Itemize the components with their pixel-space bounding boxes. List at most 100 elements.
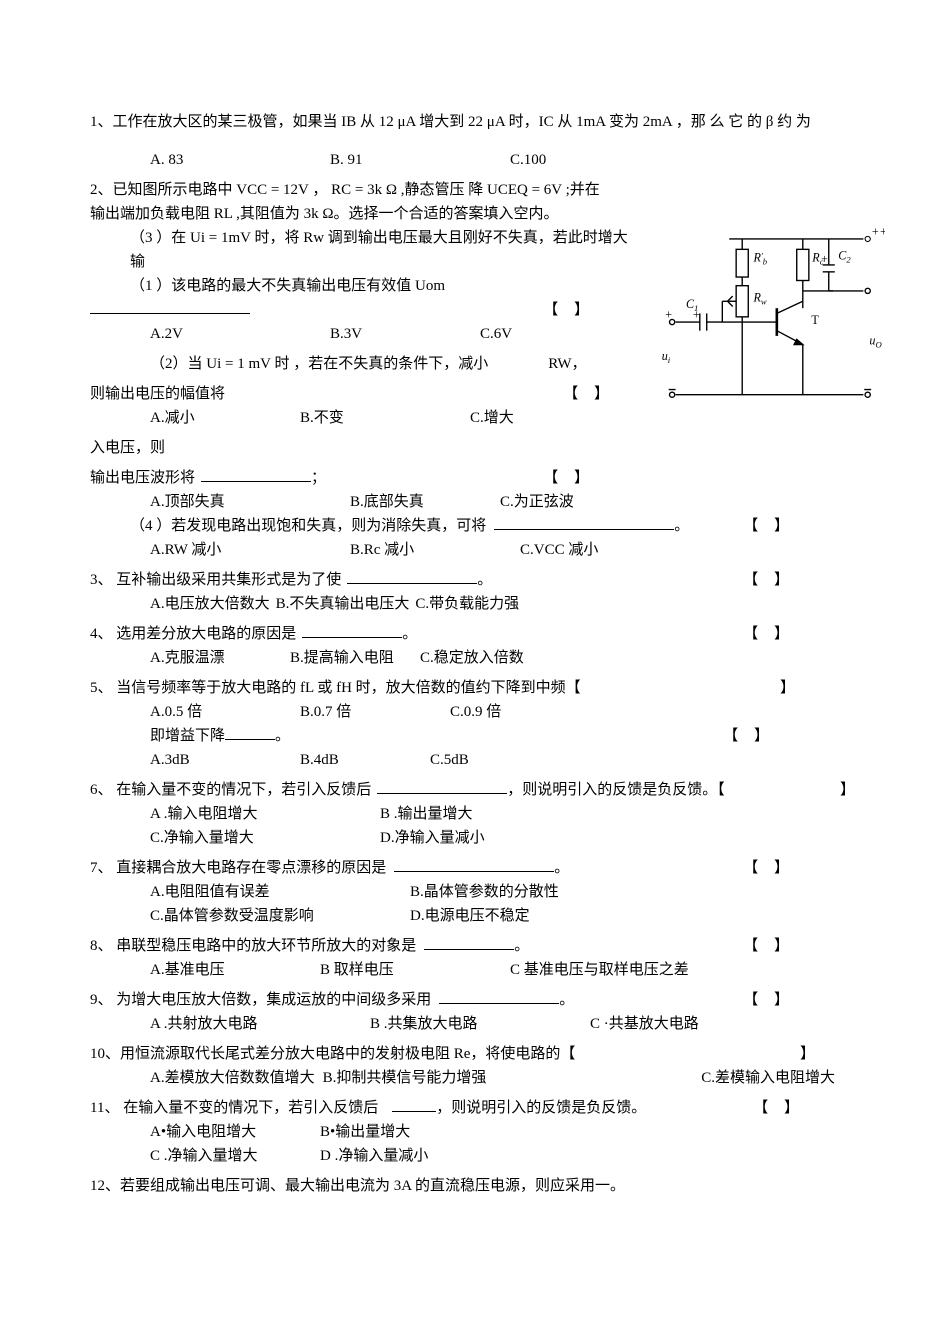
blank xyxy=(201,466,311,482)
q5-2-c: C.5dB xyxy=(430,748,469,772)
q4-opts: A.克服温漂 B.提高输入电阻 C.稳定放入倍数 xyxy=(90,646,855,670)
svg-text:uO: uO xyxy=(869,334,882,350)
q4-c: C.稳定放入倍数 xyxy=(420,646,524,670)
q4-b: B.提高输入电阻 xyxy=(290,646,420,670)
blank xyxy=(392,1096,436,1112)
svg-text:C2: C2 xyxy=(838,249,851,265)
q6-a: A .输入电阻增大 xyxy=(150,802,380,826)
q8-opts: A.基准电压 B 取样电压 C 基准电压与取样电压之差 xyxy=(90,958,855,982)
q2-opts3: A.顶部失真 B.底部失真 C.为正弦波 xyxy=(90,490,855,514)
q5-stem: 5、 当信号频率等于放大电路的 fL 或 fH 时，放大倍数的值约下降到中频【 xyxy=(90,676,581,700)
q6-d: D.净输入量减小 xyxy=(380,826,485,850)
q1-opt-c: C.100 xyxy=(510,148,690,172)
q2-4-c: C.VCC 减小 xyxy=(520,538,598,562)
q2-sub2c: 则输出电压的幅值将 xyxy=(90,382,225,406)
blank xyxy=(377,778,507,794)
q2-sub2a: （2）当 Ui = 1 mV 时 ，若在不失真的条件下，减小 xyxy=(150,352,488,376)
exam-page: ++VCC R′b Rc C2 Rw C1 T ui uO + + + 1、工作… xyxy=(0,0,945,1258)
blank xyxy=(90,298,250,314)
q2-stem: 2、已知图所示电路中 VCC = 12V ， RC = 3k Ω ,静态管压 降… xyxy=(90,178,610,226)
q2-1-b: B.3V xyxy=(330,322,480,346)
q11-c: C .净输入量增大 xyxy=(150,1144,320,1168)
svg-text:R′b: R′b xyxy=(752,250,767,266)
q7-a: A.电阻阻值有误差 xyxy=(150,880,410,904)
q6-stem: 6、 在输入量不变的情况下，若引入反馈后 xyxy=(90,778,371,802)
q3-b: B.不失真输出电压大 xyxy=(276,592,410,616)
svg-text:++VCC: ++VCC xyxy=(871,225,885,241)
answer-bracket: 【 】 xyxy=(753,1096,805,1120)
q3-stem: 3、 互补输出级采用共集形式是为了使 xyxy=(90,568,341,592)
q2-3-a: A.顶部失真 xyxy=(150,490,350,514)
q1-options: A. 83 B. 91 C.100 xyxy=(90,148,855,172)
q5-1-b: B.0.7 倍 xyxy=(300,700,450,724)
q6-opts-row2: C.净输入量增大 D.净输入量减小 xyxy=(90,826,855,850)
blank xyxy=(347,568,477,584)
q10-b: B.抑制共模信号能力增强 xyxy=(323,1066,487,1090)
q9-b: B .共集放大电路 xyxy=(370,1012,590,1036)
q11-opts-row1: A•输入电阻增大 B•输出量增大 xyxy=(90,1120,855,1144)
q10-stem: 10、用恒流源取代长尾式差分放大电路中的发射极电阻 Re，将使电路的【 xyxy=(90,1042,575,1066)
answer-bracket: 【 】 xyxy=(543,466,595,490)
q10-a: A.差模放大倍数数值增大 xyxy=(150,1066,315,1090)
q3-c: C.带负载能力强 xyxy=(415,592,519,616)
q9-a: A .共射放大电路 xyxy=(150,1012,370,1036)
blank xyxy=(302,622,402,638)
q2-1-a: A.2V xyxy=(150,322,330,346)
q7-d: D.电源电压不稳定 xyxy=(410,904,530,928)
q5-2-b: B.4dB xyxy=(300,748,430,772)
answer-bracket: 【 】 xyxy=(543,298,595,322)
blank xyxy=(439,988,559,1004)
q2-4-a: A.RW 减小 xyxy=(150,538,350,562)
blank xyxy=(394,856,554,872)
svg-text:+: + xyxy=(693,308,700,322)
q8-b: B 取样电压 xyxy=(320,958,510,982)
blank xyxy=(494,514,674,530)
q11-a: A•输入电阻增大 xyxy=(150,1120,320,1144)
q2-sub3a: （3 ）在 Ui = 1mV 时，将 Rw 调到输出电压最大且刚好不失真，若此时… xyxy=(90,226,630,274)
q1-stem: 1、工作在放大区的某三极管，如果当 IB 从 12 μA 增大到 22 μA 时… xyxy=(90,110,855,134)
q7-opts-row2: C.晶体管参数受温度影响 D.电源电压不稳定 xyxy=(90,904,855,928)
q5-1-a: A.0.5 倍 xyxy=(150,700,300,724)
q3-opts: A.电压放大倍数大 B.不失真输出电压大 C.带负载能力强 xyxy=(90,592,855,616)
q5-1-c: C.0.9 倍 xyxy=(450,700,501,724)
answer-bracket: 【 】 xyxy=(743,934,795,958)
q10-opts: A.差模放大倍数数值增大 B.抑制共模信号能力增强 C.差模输入电阻增大 xyxy=(90,1066,855,1090)
q2-3-b: B.底部失真 xyxy=(350,490,500,514)
answer-bracket: 【 】 xyxy=(563,382,615,406)
svg-text:Rw: Rw xyxy=(752,290,766,306)
q2-sub4: （4 ）若发现电路出现饱和失真，则为消除失真，可将 xyxy=(130,514,486,538)
q4-stem: 4、 选用差分放大电路的原因是 xyxy=(90,622,296,646)
q2-1-c: C.6V xyxy=(480,322,512,346)
q1-opt-b: B. 91 xyxy=(330,148,510,172)
answer-bracket: 【 】 xyxy=(743,856,795,880)
q2-opts4: A.RW 减小 B.Rc 减小 C.VCC 减小 xyxy=(90,538,855,562)
q2-2-b: B.不变 xyxy=(300,406,470,430)
q2-sub3b: 入电压，则 xyxy=(90,436,855,460)
q10-c: C.差模输入电阻增大 xyxy=(701,1066,835,1090)
q2-sub3d: ； xyxy=(311,466,326,490)
q2-2-a: A.减小 xyxy=(150,406,300,430)
answer-bracket: 【 】 xyxy=(743,988,795,1012)
blank xyxy=(424,934,514,950)
q2-sub2b: RW， xyxy=(548,352,586,376)
q2-4-b: B.Rc 减小 xyxy=(350,538,520,562)
close-bracket: 】 xyxy=(800,1042,815,1066)
q6-b: B .输出量增大 xyxy=(380,802,473,826)
answer-bracket: 【 】 xyxy=(743,568,795,592)
answer-bracket: 【 】 xyxy=(723,724,775,748)
svg-text:T: T xyxy=(811,313,819,327)
svg-text:ui: ui xyxy=(662,349,671,365)
q6-opts-row1: A .输入电阻增大 B .输出量增大 xyxy=(90,802,855,826)
q2-2-c: C.增大 xyxy=(470,406,514,430)
q9-c: C ·共基放大电路 xyxy=(590,1012,699,1036)
q8-a: A.基准电压 xyxy=(150,958,320,982)
q11-b: B•输出量增大 xyxy=(320,1120,410,1144)
q1-opt-a: A. 83 xyxy=(150,148,330,172)
q5-2-a: A.3dB xyxy=(150,748,300,772)
q7-stem: 7、 直接耦合放大电路存在零点漂移的原因是 xyxy=(90,856,386,880)
q6-stem2: ，则说明引入的反馈是负反馈。【 xyxy=(507,778,725,802)
q7-opts-row1: A.电阻阻值有误差 B.晶体管参数的分散性 xyxy=(90,880,855,904)
blank xyxy=(225,724,275,740)
q11-opts-row2: C .净输入量增大 D .净输入量减小 xyxy=(90,1144,855,1168)
q2-sub3c: 输出电压波形将 xyxy=(90,466,195,490)
